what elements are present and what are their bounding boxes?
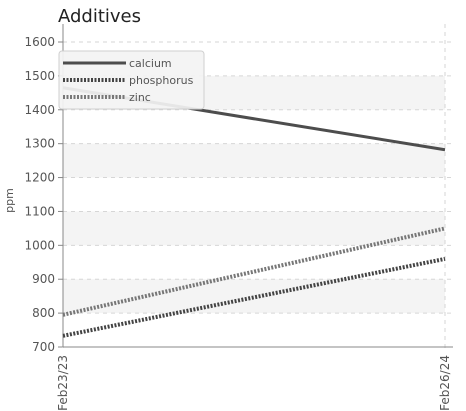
y-tick-label: 1200 (24, 171, 55, 185)
y-tick-label: 1600 (24, 35, 55, 49)
chart-title: Additives (58, 6, 142, 27)
y-tick-label: 900 (32, 272, 55, 286)
y-tick-label: 1400 (24, 103, 55, 117)
background-band (63, 279, 445, 314)
background-band (63, 143, 445, 178)
background-bands (63, 75, 445, 314)
legend: calcium phosphorus zinc (58, 50, 205, 110)
y-tick-label: 1300 (24, 137, 55, 151)
y-tick-label: 800 (32, 306, 55, 320)
y-tick-label: 1100 (24, 204, 55, 218)
legend-label-zinc: zinc (129, 91, 151, 104)
y-tick-label: 1000 (24, 238, 55, 252)
legend-box (58, 50, 205, 110)
y-tick-labels: 700 800 900 1000 1100 1200 1300 1400 1500 1600 (24, 35, 55, 354)
background-band (63, 211, 445, 246)
y-tick-label: 1500 (24, 69, 55, 83)
x-tick-label: Feb23/23 (56, 355, 70, 411)
y-tick-label: 700 (32, 340, 55, 354)
legend-label-phosphorus: phosphorus (129, 74, 194, 87)
legend-label-calcium: calcium (129, 57, 172, 70)
x-tick-label: Feb26/24 (438, 355, 452, 411)
y-axis-label: ppm (3, 188, 16, 213)
series-line-zinc (62, 226, 446, 317)
x-tick-labels: Feb23/23 Feb26/24 (56, 355, 452, 411)
series-line-phosphorus (62, 256, 446, 338)
